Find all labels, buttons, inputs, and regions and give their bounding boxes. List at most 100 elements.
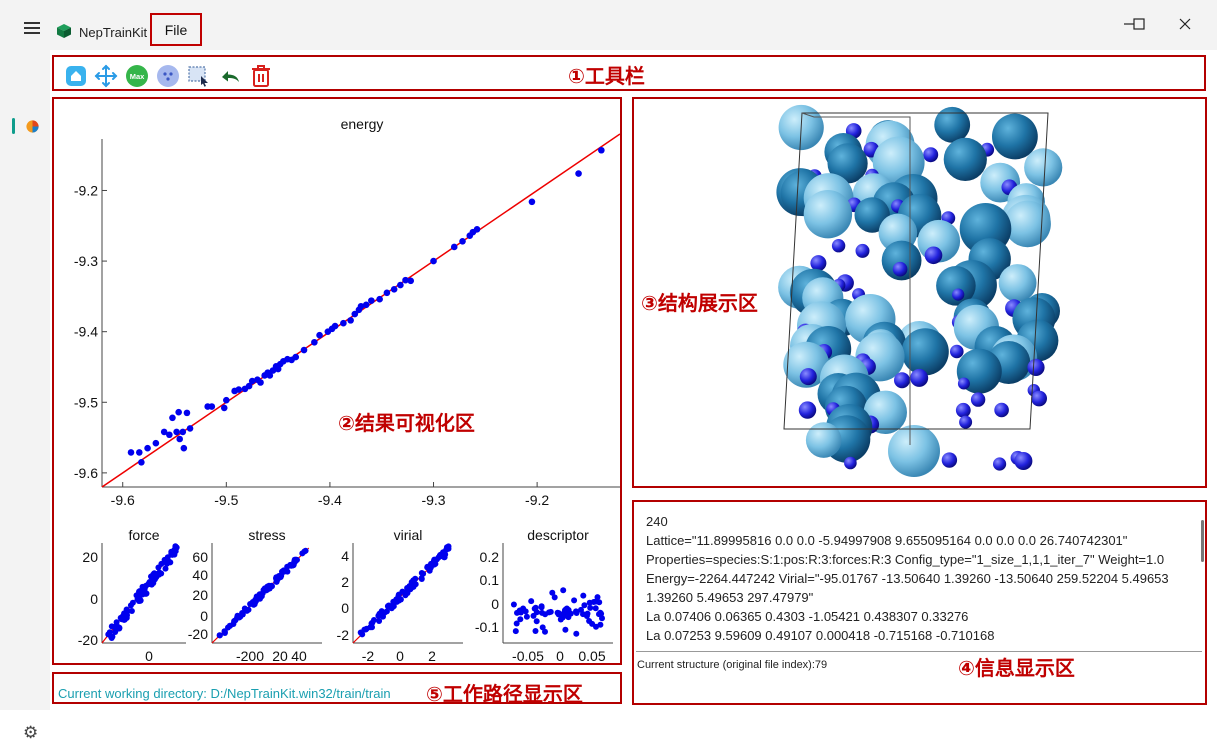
- descriptor-point: [592, 598, 599, 605]
- virial-point: [376, 618, 383, 624]
- info-line: Energy=-2264.447242 Virial="-95.01767 -1…: [646, 571, 1169, 586]
- atom-large: [783, 341, 830, 388]
- virial-point: [375, 612, 382, 619]
- atom-large: [943, 137, 987, 181]
- info-scrollbar[interactable]: [1201, 520, 1204, 562]
- energy-y-tick-label: -9.5: [74, 394, 98, 410]
- virial-point: [441, 554, 448, 561]
- energy-x-tick-label: -9.6: [111, 492, 135, 508]
- maximize-icon[interactable]: [1128, 14, 1150, 34]
- atom-small: [952, 288, 965, 301]
- structure-viewer[interactable]: [634, 99, 1205, 486]
- virial-chart-title: virial: [394, 527, 423, 543]
- virial-x-tick-label: -2: [362, 648, 375, 663]
- sidebar-item-plot-icon[interactable]: [25, 119, 40, 134]
- descriptor-point: [592, 605, 599, 612]
- descriptor-point: [549, 589, 556, 596]
- energy-point: [179, 428, 187, 436]
- stress-chart-title: stress: [248, 527, 285, 543]
- descriptor-point: [557, 616, 564, 623]
- atom-small: [994, 402, 1009, 418]
- file-menu[interactable]: File: [150, 13, 202, 46]
- descriptor-x-tick-label: -0.05: [512, 648, 544, 663]
- info-divider: [636, 651, 1202, 652]
- pan-icon[interactable]: [94, 64, 118, 88]
- virial-point: [431, 556, 438, 563]
- atom-small: [1014, 452, 1033, 470]
- energy-point: [223, 396, 230, 404]
- box-select-icon[interactable]: [187, 64, 211, 88]
- energy-point: [340, 319, 347, 327]
- working-directory-text: Current working directory: D:/NepTrainKi…: [58, 686, 391, 701]
- menu-icon[interactable]: [24, 22, 40, 34]
- energy-point: [180, 444, 188, 452]
- force-point: [148, 581, 155, 588]
- descriptor-point: [578, 606, 584, 613]
- energy-point: [274, 365, 282, 373]
- minimize-icon[interactable]: [1118, 14, 1140, 34]
- energy-point: [175, 408, 182, 416]
- stress-point: [221, 628, 228, 635]
- atom-large: [881, 240, 922, 281]
- energy-point: [376, 295, 383, 303]
- energy-point: [186, 425, 194, 432]
- descriptor-point: [598, 610, 605, 617]
- sample-icon[interactable]: [156, 64, 180, 88]
- sidebar: ⚙: [0, 50, 50, 742]
- descriptor-point: [594, 594, 601, 601]
- descriptor-point: [513, 620, 520, 627]
- descriptor-point: [522, 608, 529, 615]
- energy-x-tick-label: -9.3: [421, 492, 445, 508]
- descriptor-point: [593, 623, 599, 630]
- plot-area[interactable]: energy -9.6 -9.5 -9.4 -9.3 -9.2 -9.2 -9.3 -9.4 -9…: [54, 99, 621, 664]
- undo-icon[interactable]: [218, 64, 242, 88]
- energy-point: [235, 386, 243, 393]
- current-structure-status: Current structure (original file index):…: [637, 659, 828, 671]
- descriptor-point: [539, 609, 545, 616]
- virial-point: [383, 608, 390, 615]
- max-error-icon[interactable]: Max: [125, 64, 149, 88]
- energy-point: [598, 146, 605, 154]
- structure-info-text[interactable]: 240 Lattice="11.89995816 0.0 0.0 -5.9499…: [646, 512, 1198, 654]
- stress-point: [273, 575, 279, 582]
- atom-small: [923, 147, 939, 163]
- force-point: [128, 608, 135, 614]
- sidebar-active-indicator: [12, 118, 15, 134]
- app-title: NepTrainKit: [79, 25, 148, 40]
- descriptor-point: [533, 618, 540, 625]
- atom-large: [827, 143, 868, 184]
- info-line: Lattice="11.89995816 0.0 0.0 -5.94997908…: [646, 533, 1128, 548]
- stress-y-tick-label: 40: [192, 567, 208, 583]
- descriptor-y-tick-label: 0.1: [480, 572, 500, 588]
- atom-small: [1031, 390, 1047, 407]
- stress-y-tick-label: -20: [188, 626, 208, 642]
- atom-large: [934, 106, 971, 143]
- stress-point: [232, 617, 239, 624]
- force-point: [162, 565, 169, 572]
- virial-point: [409, 581, 416, 588]
- info-panel: 240 Lattice="11.89995816 0.0 0.0 -5.9499…: [632, 500, 1207, 705]
- descriptor-point: [510, 601, 517, 608]
- force-point: [172, 543, 179, 550]
- energy-point: [166, 431, 173, 439]
- force-point: [127, 602, 134, 609]
- energy-x-tick-label: -9.5: [214, 492, 238, 508]
- atom-large: [998, 264, 1037, 302]
- force-y-tick-label: 0: [90, 591, 98, 607]
- force-x-tick-label: 0: [145, 648, 153, 663]
- close-icon[interactable]: [1174, 14, 1196, 34]
- force-y-tick-label: -20: [78, 632, 98, 648]
- delete-icon[interactable]: [249, 64, 273, 88]
- svg-text:Max: Max: [130, 72, 145, 81]
- virial-point: [369, 624, 375, 631]
- energy-point: [459, 238, 466, 245]
- energy-point: [528, 198, 536, 206]
- settings-icon[interactable]: ⚙: [23, 723, 39, 742]
- descriptor-point: [560, 587, 567, 594]
- energy-point: [383, 289, 391, 297]
- virial-y-tick-label: -2: [337, 627, 350, 643]
- descriptor-point: [562, 626, 569, 633]
- reset-view-icon[interactable]: [64, 64, 88, 88]
- info-line: La 0.07253 9.59609 0.49107 0.000418 -0.7…: [646, 628, 995, 643]
- virial-point: [424, 564, 431, 571]
